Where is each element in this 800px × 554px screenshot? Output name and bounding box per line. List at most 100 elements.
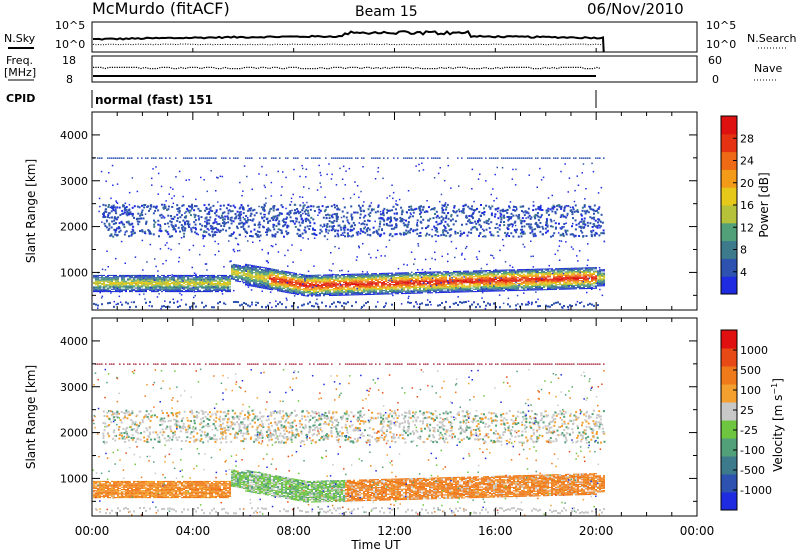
echo-cell	[189, 289, 191, 291]
echo-cell	[493, 287, 495, 289]
echo-cell	[579, 282, 581, 284]
echo-cell	[115, 287, 117, 289]
echo-cell	[599, 273, 601, 275]
echo-cell	[353, 284, 355, 286]
echo-cell	[389, 289, 391, 292]
echo-cell	[541, 289, 543, 291]
echo-cell	[361, 283, 363, 285]
echo-cell	[577, 273, 579, 275]
echo-cell	[121, 279, 123, 281]
echo-cell	[561, 269, 563, 271]
echo-cell	[269, 271, 271, 273]
echo-cell	[145, 277, 147, 279]
echo-cell	[303, 290, 305, 292]
echo-cell	[153, 284, 155, 286]
echo-cell	[251, 280, 253, 283]
echo-cell	[585, 274, 587, 276]
echo-cell	[327, 292, 329, 294]
echo-cell	[361, 279, 363, 281]
echo-cell	[459, 285, 461, 287]
echo-cell	[103, 279, 105, 281]
scatter-point	[512, 235, 515, 238]
echo-cell	[273, 271, 275, 273]
echo-cell	[517, 270, 519, 272]
artifact-point	[511, 157, 513, 159]
echo-cell	[469, 290, 471, 292]
echo-cell	[357, 294, 359, 296]
echo-cell	[537, 280, 539, 282]
echo-cell	[255, 279, 257, 281]
echo-cell	[493, 289, 495, 291]
artifact-point	[437, 157, 439, 159]
echo-cell	[445, 278, 447, 280]
echo-cell	[95, 279, 97, 281]
scatter-point	[520, 235, 523, 238]
artifact-point	[341, 157, 343, 159]
scatter-point	[488, 205, 491, 208]
echo-cell	[541, 275, 543, 277]
artifact-point	[307, 157, 309, 159]
echo-cell	[235, 273, 237, 275]
echo-cell	[259, 274, 261, 276]
echo-cell	[367, 288, 369, 290]
echo-cell	[197, 291, 199, 293]
echo-cell	[205, 291, 207, 293]
echo-cell	[463, 279, 465, 281]
echo-cell	[313, 280, 315, 282]
echo-cell	[349, 287, 351, 289]
echo-cell	[527, 289, 529, 291]
echo-cell	[503, 281, 505, 283]
scatter-point	[342, 226, 345, 229]
echo-cell	[165, 278, 167, 280]
echo-cell	[457, 275, 459, 277]
scatter-point	[193, 213, 196, 216]
echo-cell	[437, 288, 439, 290]
echo-cell	[487, 278, 489, 280]
artifact-point	[547, 157, 549, 159]
echo-cell	[145, 276, 147, 278]
echo-cell	[529, 288, 531, 290]
echo-cell	[97, 278, 99, 280]
echo-cell	[241, 271, 243, 273]
echo-cell	[531, 278, 533, 280]
echo-cell	[471, 283, 473, 285]
echo-cell	[167, 291, 169, 293]
echo-cell	[355, 278, 357, 280]
echo-cell	[457, 277, 459, 279]
echo-cell	[509, 288, 511, 291]
scatter-point	[372, 208, 375, 211]
echo-cell	[393, 280, 395, 282]
echo-cell	[365, 281, 367, 283]
echo-cell	[105, 284, 107, 286]
scatter-point	[191, 203, 193, 206]
echo-cell	[335, 289, 337, 291]
echo-cell	[507, 278, 509, 280]
echo-cell	[569, 279, 571, 281]
echo-cell	[93, 276, 95, 278]
echo-cell	[261, 283, 263, 286]
echo-cell	[333, 276, 335, 278]
scatter-point	[222, 204, 225, 207]
scatter-point	[220, 224, 223, 227]
echo-cell	[393, 287, 395, 289]
echo-cell	[507, 288, 509, 291]
echo-cell	[531, 282, 533, 284]
echo-cell	[249, 264, 251, 266]
echo-cell	[529, 280, 531, 282]
echo-cell	[519, 279, 521, 281]
echo-cell	[189, 288, 191, 290]
echo-cell	[337, 293, 339, 295]
echo-cell	[413, 281, 415, 283]
echo-cell	[343, 287, 345, 289]
echo-cell	[511, 271, 513, 273]
artifact-point	[599, 157, 601, 159]
echo-cell	[125, 281, 127, 283]
echo-cell	[217, 286, 219, 288]
echo-cell	[367, 280, 369, 282]
echo-cell	[537, 273, 539, 275]
echo-cell	[189, 281, 191, 283]
scatter-point	[149, 207, 152, 210]
echo-cell	[125, 284, 127, 286]
echo-cell	[173, 276, 175, 278]
echo-cell	[111, 274, 113, 277]
